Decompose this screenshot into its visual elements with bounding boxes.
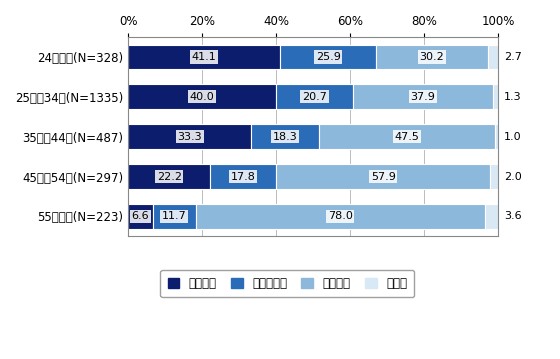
Bar (196, 204, 484, 229)
Bar (491, 164, 498, 189)
Text: 57.9: 57.9 (371, 172, 396, 182)
Bar (152, 204, 196, 229)
Bar (484, 204, 498, 229)
Bar (251, 124, 319, 149)
Text: 30.2: 30.2 (419, 52, 444, 62)
Text: 18.3: 18.3 (273, 132, 297, 142)
Text: 2.0: 2.0 (504, 172, 521, 182)
Bar (495, 124, 498, 149)
Bar (376, 45, 488, 69)
Text: 40.0: 40.0 (190, 92, 214, 102)
Text: 33.3: 33.3 (178, 132, 202, 142)
Bar (493, 84, 498, 109)
Bar (128, 45, 280, 69)
Bar (128, 84, 276, 109)
Text: 41.1: 41.1 (192, 52, 217, 62)
Bar (353, 84, 493, 109)
Text: 1.3: 1.3 (504, 92, 521, 102)
Text: 22.2: 22.2 (157, 172, 181, 182)
Text: 11.7: 11.7 (162, 211, 186, 222)
Text: 1.0: 1.0 (504, 132, 521, 142)
Text: 37.9: 37.9 (410, 92, 435, 102)
Text: 6.6: 6.6 (132, 211, 149, 222)
Text: 20.7: 20.7 (302, 92, 327, 102)
Bar (128, 204, 152, 229)
Bar (276, 164, 491, 189)
Bar (319, 124, 495, 149)
Text: 47.5: 47.5 (395, 132, 419, 142)
Bar (128, 124, 251, 149)
Text: 25.9: 25.9 (316, 52, 340, 62)
Text: 3.6: 3.6 (504, 211, 521, 222)
Bar (488, 45, 498, 69)
Text: 2.7: 2.7 (504, 52, 522, 62)
Text: 17.8: 17.8 (231, 172, 256, 182)
Bar (276, 84, 353, 109)
Bar (280, 45, 376, 69)
Bar (210, 164, 276, 189)
Text: 78.0: 78.0 (328, 211, 353, 222)
Legend: 増加した, 変わらない, 減少した, 無回答: 増加した, 変わらない, 減少した, 無回答 (160, 270, 414, 297)
Bar (128, 164, 210, 189)
